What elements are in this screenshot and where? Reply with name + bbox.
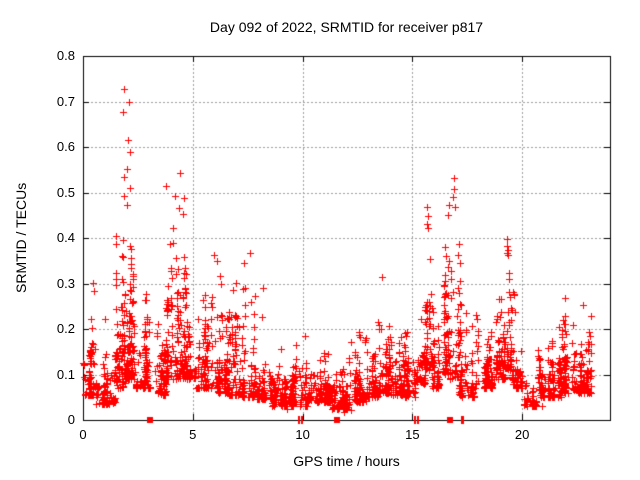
x-axis-label: GPS time / hours xyxy=(293,453,400,469)
x-tick-label: 20 xyxy=(514,427,530,442)
x-tick-label: 10 xyxy=(295,427,310,442)
y-tick-label: 0.2 xyxy=(56,321,75,336)
y-tick-label: 0.7 xyxy=(56,93,75,109)
x-tick-label: 5 xyxy=(189,427,197,442)
chart-title: Day 092 of 2022, SRMTID for receiver p81… xyxy=(209,19,484,35)
y-tick-label: 0.4 xyxy=(56,230,75,245)
y-tick-label: 0.5 xyxy=(56,184,75,200)
y-tick-label: 0.6 xyxy=(56,139,75,154)
y-tick-label: 0.3 xyxy=(56,275,75,291)
y-tick-label: 0.1 xyxy=(56,366,75,382)
y-tick-label: 0.8 xyxy=(56,48,75,63)
y-tick-label: 0 xyxy=(67,412,75,427)
x-tick-label: 15 xyxy=(405,427,420,442)
x-tick-label: 0 xyxy=(79,427,87,442)
